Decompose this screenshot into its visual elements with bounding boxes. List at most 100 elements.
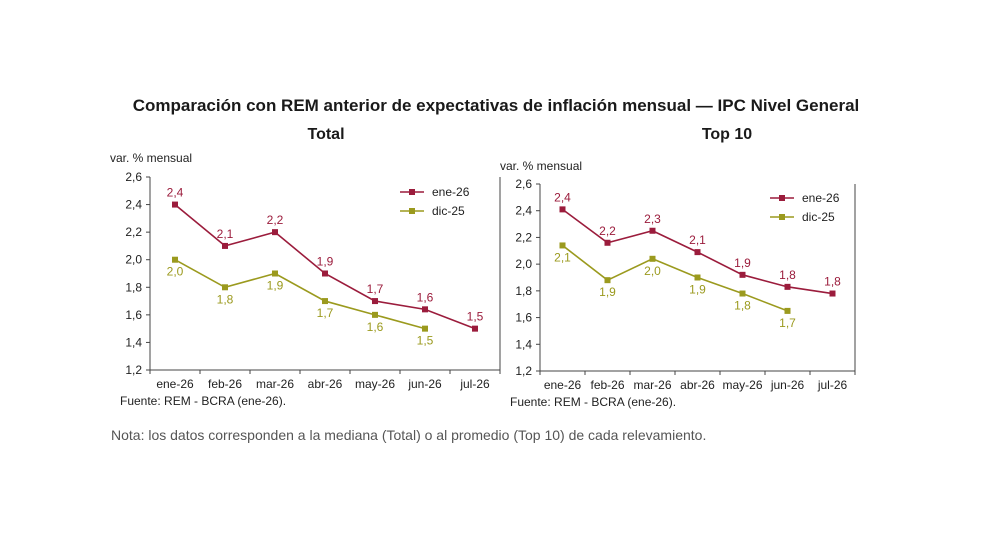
data-label: 1,7 xyxy=(779,316,796,330)
x-tick-label: jun-26 xyxy=(770,378,805,392)
y-axis-label: var. % mensual xyxy=(110,151,192,165)
data-label: 1,5 xyxy=(467,310,484,324)
y-tick-label: 1,2 xyxy=(515,364,532,378)
footnote: Nota: los datos corresponden a la median… xyxy=(111,427,707,443)
data-point xyxy=(604,239,611,246)
data-label: 1,9 xyxy=(267,279,284,293)
chart-top10: Top 10 var. % mensual 1,2 1,4 1,6 1,8 2,0 2,2 2,… xyxy=(500,126,856,409)
series-line-dic-25 xyxy=(174,259,426,330)
chart-subtitle: Total xyxy=(307,126,344,143)
data-label: 1,9 xyxy=(734,256,751,270)
data-label: 2,2 xyxy=(599,224,616,238)
legend-label: ene-26 xyxy=(802,191,840,205)
data-point xyxy=(222,242,228,249)
data-label: 2,3 xyxy=(644,212,661,226)
data-label: 1,9 xyxy=(599,285,616,299)
data-label: 2,0 xyxy=(167,265,184,279)
y-tick-label: 2,6 xyxy=(125,170,142,184)
data-label: 1,6 xyxy=(417,290,434,304)
data-point xyxy=(739,290,746,297)
y-tick-label: 2,0 xyxy=(515,257,532,271)
x-tick-label: abr-26 xyxy=(308,377,343,391)
data-label: 2,4 xyxy=(167,186,184,200)
data-point xyxy=(784,283,791,290)
x-tick-label: may-26 xyxy=(355,377,395,391)
data-point xyxy=(272,270,278,277)
x-tick-label: feb-26 xyxy=(208,377,242,391)
y-tick-label: 2,6 xyxy=(515,177,532,191)
y-tick-label: 2,2 xyxy=(125,225,142,239)
data-label: 1,8 xyxy=(734,299,751,313)
x-tick-label: jun-26 xyxy=(407,377,442,391)
y-tick-label: 2,4 xyxy=(125,198,142,212)
x-tick-label: ene-26 xyxy=(156,377,194,391)
y-tick-label: 1,8 xyxy=(125,280,142,294)
data-point xyxy=(172,256,178,263)
data-point xyxy=(222,284,228,291)
data-point xyxy=(649,255,656,262)
data-label: 2,1 xyxy=(689,233,706,247)
data-point xyxy=(472,325,478,332)
data-label: 1,6 xyxy=(367,320,384,334)
data-point xyxy=(694,274,701,281)
data-label: 2,4 xyxy=(554,190,571,204)
data-label: 1,7 xyxy=(367,282,384,296)
data-point xyxy=(559,242,566,249)
legend-marker xyxy=(409,208,415,214)
source-note: Fuente: REM - BCRA (ene-26). xyxy=(120,394,286,408)
y-tick-label: 1,4 xyxy=(515,337,532,351)
y-tick-label: 2,4 xyxy=(515,204,532,218)
y-tick-label: 1,2 xyxy=(125,363,142,377)
x-tick-label: feb-26 xyxy=(590,378,624,392)
data-label: 2,2 xyxy=(267,213,284,227)
y-axis-label: var. % mensual xyxy=(500,159,582,173)
legend-label: dic-25 xyxy=(802,210,835,224)
data-point xyxy=(649,227,656,234)
data-label: 2,1 xyxy=(554,250,571,264)
data-point xyxy=(604,277,611,284)
y-tick-label: 2,0 xyxy=(125,253,142,267)
y-tick-label: 2,2 xyxy=(515,230,532,244)
x-tick-label: mar-26 xyxy=(633,378,671,392)
y-tick-label: 1,4 xyxy=(125,335,142,349)
data-label: 1,7 xyxy=(317,306,334,320)
data-point xyxy=(272,229,278,236)
data-point xyxy=(422,325,428,332)
x-tick-label: mar-26 xyxy=(256,377,294,391)
source-note: Fuente: REM - BCRA (ene-26). xyxy=(510,395,676,409)
y-tick-label: 1,8 xyxy=(515,284,532,298)
data-label: 1,5 xyxy=(417,334,434,348)
data-point xyxy=(694,249,701,256)
data-point xyxy=(322,270,328,277)
data-label: 2,1 xyxy=(217,227,234,241)
data-point xyxy=(372,298,378,305)
data-point xyxy=(829,290,836,297)
data-point xyxy=(372,311,378,318)
data-label: 1,9 xyxy=(317,255,334,269)
legend-marker xyxy=(779,195,785,201)
data-label: 1,8 xyxy=(217,292,234,306)
data-label: 1,8 xyxy=(824,275,841,289)
data-point xyxy=(322,298,328,305)
x-tick-label: abr-26 xyxy=(680,378,715,392)
x-tick-label: jul-26 xyxy=(459,377,490,391)
data-point xyxy=(559,206,566,213)
data-point xyxy=(739,271,746,278)
legend-label: ene-26 xyxy=(432,185,470,199)
data-point xyxy=(422,306,428,313)
data-label: 2,0 xyxy=(644,264,661,278)
x-tick-label: ene-26 xyxy=(544,378,582,392)
legend-marker xyxy=(409,189,415,195)
x-tick-label: may-26 xyxy=(722,378,762,392)
y-tick-label: 1,6 xyxy=(125,308,142,322)
data-point xyxy=(172,201,178,208)
data-point xyxy=(784,307,791,314)
legend-marker xyxy=(779,214,785,220)
data-label: 1,9 xyxy=(689,283,706,297)
data-label: 1,8 xyxy=(779,268,796,282)
x-tick-label: jul-26 xyxy=(817,378,848,392)
y-tick-label: 1,6 xyxy=(515,311,532,325)
legend-label: dic-25 xyxy=(432,204,465,218)
chart-total: Total var. % mensual 1,2 1,4 1,6 1,8 2,0 2,2 2,4… xyxy=(110,126,501,408)
series-line-dic-25 xyxy=(562,244,788,312)
